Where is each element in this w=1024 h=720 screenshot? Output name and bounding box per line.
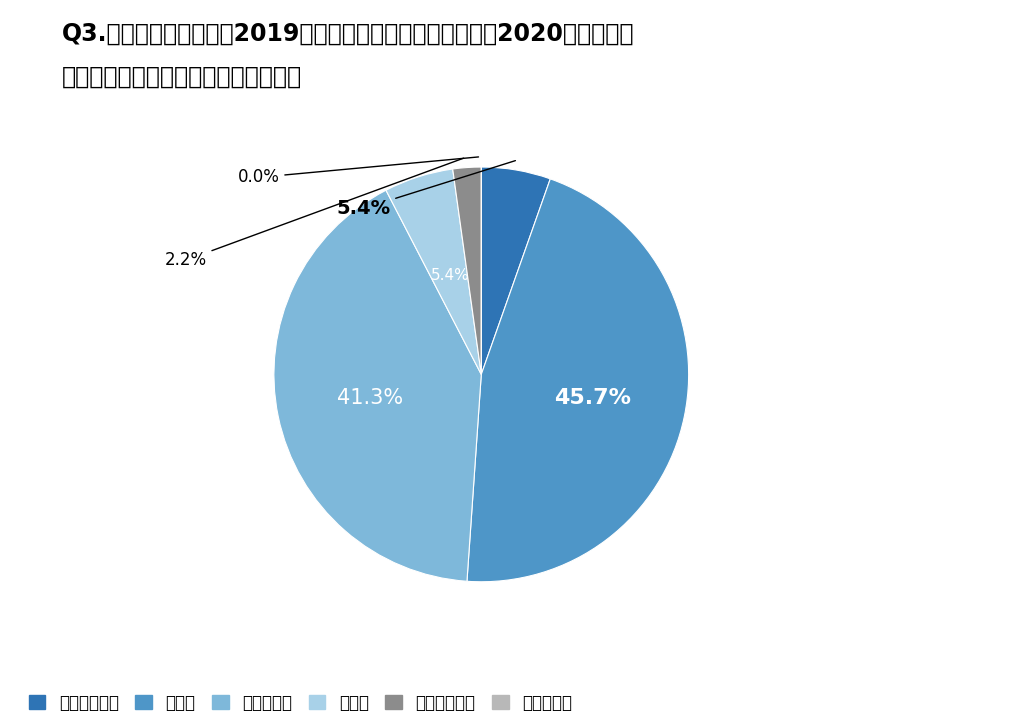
Text: 5.4%: 5.4% [336, 161, 515, 218]
Wedge shape [453, 167, 481, 374]
Text: 5.4%: 5.4% [430, 268, 469, 283]
Wedge shape [467, 179, 688, 582]
Text: 0.0%: 0.0% [238, 157, 478, 186]
Text: 41.3%: 41.3% [337, 387, 402, 408]
Text: Q3.新型コロナ流行前（2019年以前）と新型コロナ流行後（2020年以降）を: Q3.新型コロナ流行前（2019年以前）と新型コロナ流行後（2020年以降）を [61, 22, 634, 45]
Wedge shape [481, 167, 550, 374]
Text: 2.2%: 2.2% [165, 158, 464, 269]
Text: 比べ、受注率に変化はありましたか。: 比べ、受注率に変化はありましたか。 [61, 65, 301, 89]
Wedge shape [274, 190, 481, 581]
Text: 45.7%: 45.7% [554, 387, 632, 408]
Wedge shape [386, 169, 481, 374]
Legend: 大きく減った, 減った, 変わらない, 増えた, 大きく増えた, わからない: 大きく減った, 減った, 変わらない, 増えた, 大きく増えた, わからない [29, 693, 572, 711]
